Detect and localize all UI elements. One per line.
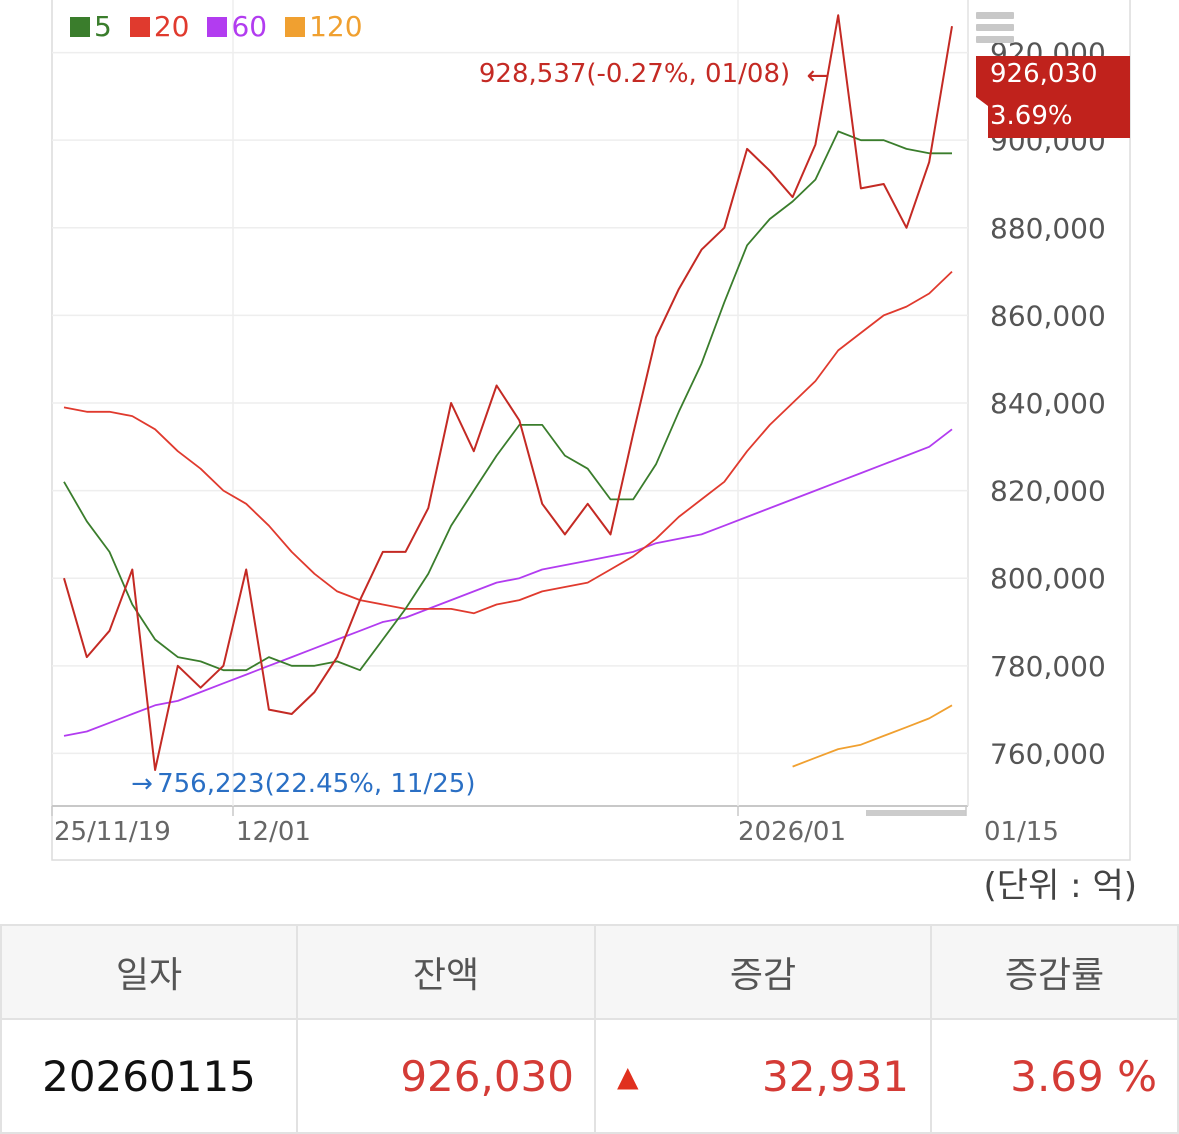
unit-label: (단위 : 억): [983, 866, 1137, 906]
header-rate: 증감률: [930, 924, 1179, 1020]
series-line-5: [63, 130, 952, 672]
legend-label-120: 120: [309, 10, 363, 43]
legend-label-60: 60: [231, 10, 268, 43]
series-line-60: [63, 428, 953, 737]
max-annotation: 928,537(-0.27%, 01/08): [479, 59, 790, 89]
chart-legend: 5 20 60 120: [70, 10, 363, 43]
row-date: 20260115: [0, 1018, 298, 1134]
legend-swatch-20: [129, 16, 150, 37]
line-chart: 760,000 780,000 800,000 820,000 840,000 860,0…: [51, 0, 1131, 861]
y-tick-label: 820,000: [990, 475, 1106, 508]
max-arrow-icon: ←: [806, 61, 828, 91]
legend-item-5[interactable]: 5: [70, 10, 112, 43]
series-line-20: [63, 270, 953, 615]
header-date: 일자: [0, 924, 298, 1020]
legend-item-60[interactable]: 60: [207, 10, 267, 43]
legend-label-20: 20: [153, 10, 190, 43]
min-annotation: 756,223(22.45%, 11/25): [157, 769, 475, 799]
table-header-row: 일자 잔액 증감 증감률: [0, 924, 1179, 1020]
balance-table: 일자 잔액 증감 증감률 20260115 926,030 ▲ 32,931 3…: [0, 924, 1179, 1134]
row-change: 32,931: [762, 1051, 909, 1101]
y-tick-label: 760,000: [990, 737, 1106, 770]
y-tick-label: 800,000: [990, 562, 1106, 595]
chart-frame: [51, 0, 1131, 861]
legend-swatch-60: [207, 16, 228, 37]
row-balance: 926,030: [296, 1018, 596, 1134]
x-tick-label: 25/11/19: [54, 817, 171, 847]
y-tick-label: 780,000: [990, 650, 1106, 683]
y-tick-label: 860,000: [990, 299, 1106, 332]
series-line-balance: [63, 14, 953, 771]
legend-swatch-5: [70, 16, 90, 37]
y-tick-label: 880,000: [990, 212, 1106, 245]
chart-area: 760,000 780,000 800,000 820,000 840,000 860,0…: [51, 0, 1137, 906]
row-change-cell: ▲ 32,931: [594, 1018, 932, 1134]
legend-item-120[interactable]: 120: [285, 10, 363, 43]
legend-swatch-120: [285, 16, 306, 37]
hamburger-menu-icon[interactable]: [976, 12, 1014, 48]
legend-label-5: 5: [94, 10, 112, 43]
x-tick-label: 2026/01: [738, 817, 846, 847]
x-tick-label: 12/01: [236, 817, 311, 847]
table-row: 20260115 926,030 ▲ 32,931 3.69 %: [0, 1018, 1179, 1134]
row-rate: 3.69 %: [930, 1018, 1179, 1134]
scroll-indicator: [866, 810, 966, 816]
header-change: 증감: [594, 924, 932, 1020]
last-value-badge: [976, 56, 1130, 138]
badge-percent: 3.69%: [990, 101, 1073, 131]
up-triangle-icon: ▲: [617, 1059, 639, 1093]
header-balance: 잔액: [296, 924, 596, 1020]
legend-item-20[interactable]: 20: [129, 10, 190, 43]
x-tick-label: 01/15: [984, 817, 1059, 847]
min-arrow-icon: →: [131, 769, 153, 799]
series-line-120: [792, 704, 953, 768]
y-tick-label: 840,000: [990, 387, 1106, 420]
badge-value: 926,030: [990, 59, 1098, 89]
